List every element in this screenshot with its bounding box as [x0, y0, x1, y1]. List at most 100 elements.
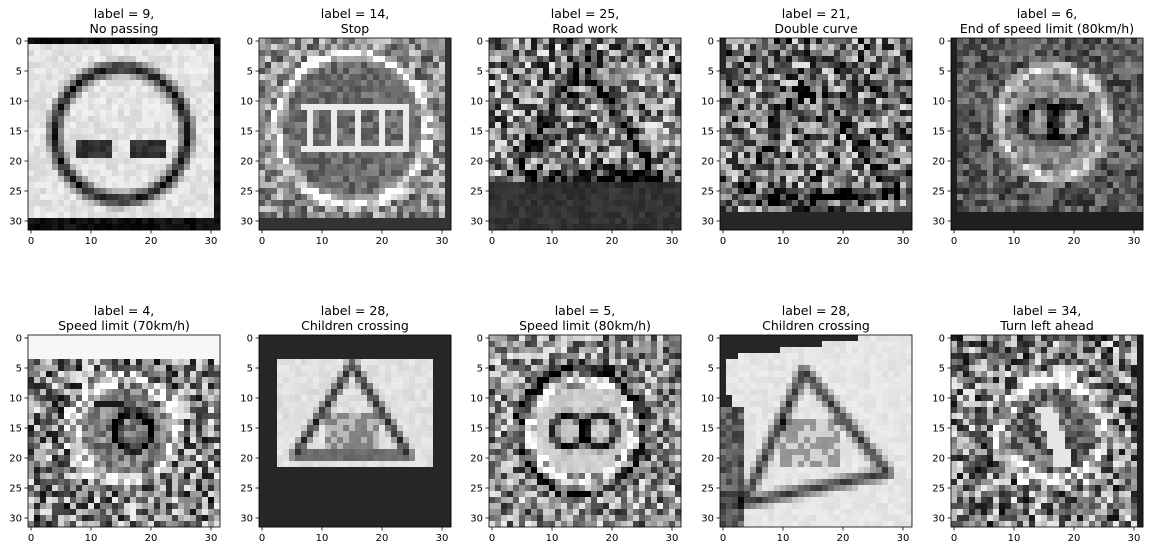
pixel [178, 98, 184, 104]
pixel [561, 224, 567, 230]
pixel [1059, 170, 1065, 176]
pixel [840, 146, 846, 152]
pixel [1005, 134, 1011, 140]
pixel [118, 38, 124, 44]
pixel [585, 176, 591, 182]
pixel [888, 152, 894, 158]
pixel [732, 200, 738, 206]
pixel [106, 92, 112, 98]
pixel [744, 110, 750, 116]
pixel [828, 152, 834, 158]
pixel [1125, 116, 1131, 122]
pixel [999, 134, 1005, 140]
pixel [888, 134, 894, 140]
pixel [34, 158, 40, 164]
pixel [289, 212, 295, 218]
pixel [621, 200, 627, 206]
pixel [489, 194, 495, 200]
pixel [52, 86, 58, 92]
pixel [28, 56, 34, 62]
y-tick-label: 10 [701, 97, 714, 108]
y-tick-label: 15 [240, 127, 253, 138]
pixel [663, 110, 669, 116]
pixel [738, 146, 744, 152]
pixel [951, 140, 957, 146]
pixel [301, 170, 307, 176]
pixel [810, 128, 816, 134]
pixel [100, 212, 106, 218]
pixel [307, 104, 313, 110]
pixel [355, 176, 361, 182]
pixel [537, 128, 543, 134]
pixel [100, 38, 106, 44]
pixel [888, 200, 894, 206]
pixel [840, 200, 846, 206]
pixel [289, 158, 295, 164]
pixel [780, 128, 786, 134]
pixel [840, 218, 846, 224]
pixel [603, 218, 609, 224]
pixel [573, 38, 579, 44]
pixel [1137, 146, 1143, 152]
pixel [501, 44, 507, 50]
pixel [669, 170, 675, 176]
pixel [816, 200, 822, 206]
pixel [1047, 122, 1053, 128]
y-tick-label: 10 [470, 97, 483, 108]
pixel [178, 152, 184, 158]
pixel [657, 140, 663, 146]
pixel [561, 140, 567, 146]
pixel [46, 152, 52, 158]
pixel [1095, 122, 1101, 128]
pixel [816, 176, 822, 182]
pixel [555, 104, 561, 110]
pixel [34, 86, 40, 92]
pixel [271, 44, 277, 50]
pixel [870, 128, 876, 134]
pixel [804, 92, 810, 98]
pixel [331, 146, 337, 152]
pixel [501, 56, 507, 62]
y-tick-label: 25 [240, 187, 253, 198]
pixel [615, 158, 621, 164]
pixel [283, 224, 289, 230]
pixel [864, 152, 870, 158]
subplot-2: label = 14,Stop0 10 20 30051015202530 [240, 6, 451, 247]
pixel [726, 194, 732, 200]
pixel [391, 170, 397, 176]
pixel [172, 212, 178, 218]
pixel [567, 44, 573, 50]
pixel [325, 188, 331, 194]
pixel [295, 152, 301, 158]
pixel [774, 110, 780, 116]
pixel [367, 62, 373, 68]
pixel [561, 206, 567, 212]
pixel [76, 98, 82, 104]
pixel [840, 158, 846, 164]
pixel [663, 104, 669, 110]
pixel [1125, 80, 1131, 86]
pixel [507, 158, 513, 164]
pixel [882, 158, 888, 164]
pixel [495, 56, 501, 62]
pixel [409, 110, 415, 116]
pixel [118, 200, 124, 206]
pixel [633, 98, 639, 104]
pixel [1029, 164, 1035, 170]
pixel [1071, 110, 1077, 116]
pixel [744, 92, 750, 98]
pixel [277, 212, 283, 218]
pixel [64, 158, 70, 164]
pixel [573, 104, 579, 110]
pixel [756, 68, 762, 74]
pixel [513, 86, 519, 92]
pixel [160, 80, 166, 86]
pixel [1077, 158, 1083, 164]
pixel [756, 224, 762, 230]
pixel [792, 92, 798, 98]
pixel [834, 176, 840, 182]
pixel [531, 74, 537, 80]
pixel [732, 188, 738, 194]
pixel [295, 164, 301, 170]
pixel [172, 68, 178, 74]
